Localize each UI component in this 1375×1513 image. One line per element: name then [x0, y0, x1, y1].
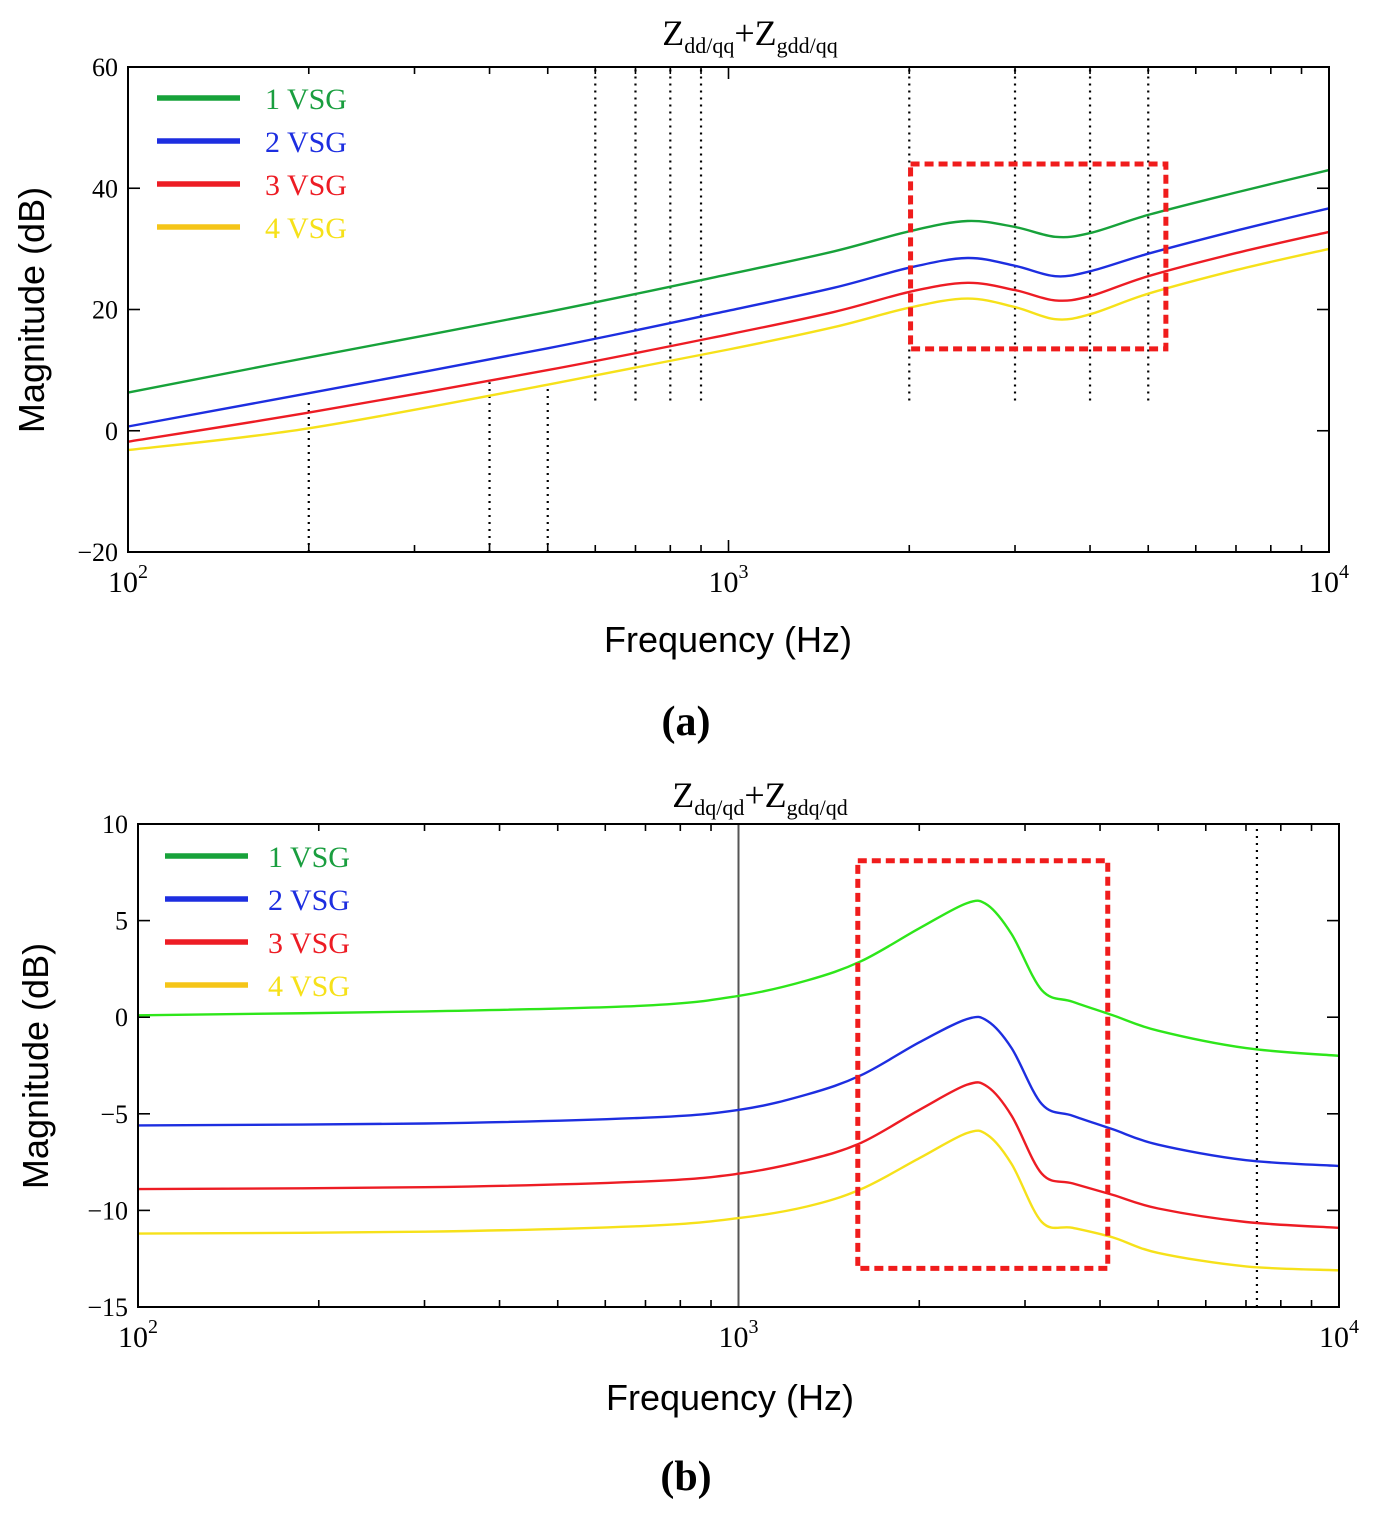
x-axis-label-b: Frequency (Hz): [606, 1377, 854, 1418]
title-b-sub2: gdq/qd: [787, 795, 848, 820]
x-tick-label: 103: [709, 561, 749, 599]
x-tick-label: 104: [1319, 1316, 1359, 1354]
x-axis-label-a: Frequency (Hz): [604, 619, 852, 660]
legend-label: 3 VSG: [268, 927, 350, 960]
legend-label: 2 VSG: [268, 884, 350, 917]
chart-panel-a: Zdd/qq+Zgdd/qq −20 0 20 40 60 102 103 104 1 VSG 2…: [11, 13, 1349, 745]
y-tick-label: 5: [115, 907, 128, 936]
x-tick-label: 103: [719, 1316, 759, 1354]
title-a-plus: +Z: [734, 13, 776, 53]
y-tick-label: 40: [92, 174, 118, 203]
chart-panel-b: Zdq/qd+Zgdq/qd −15 −10 −5 0 5 10 102 103 104 1 VS…: [15, 775, 1359, 1500]
y-tick-label: −15: [87, 1293, 128, 1322]
legend-label: 1 VSG: [265, 83, 347, 116]
title-b-sub1: dq/qd: [694, 795, 744, 820]
title-b-plus: +Z: [744, 775, 786, 815]
y-tick-label: 60: [92, 53, 118, 82]
title-a-sub1: dd/qq: [684, 33, 734, 58]
y-tick-label: 20: [92, 296, 118, 325]
highlight-box: [855, 858, 1111, 1271]
x-tick-label: 102: [118, 1316, 158, 1354]
y-tick-label: −5: [100, 1100, 128, 1129]
y-tick-label: −20: [77, 538, 118, 567]
chart-title-b: Zdq/qd+Zgdq/qd: [672, 775, 848, 820]
panel-caption-b: (b): [660, 1454, 711, 1500]
x-tick-label: 104: [1309, 561, 1349, 599]
title-a-main: Z: [662, 13, 684, 53]
x-tick-label: 102: [108, 561, 148, 599]
legend-label: 4 VSG: [265, 212, 347, 245]
title-b-main: Z: [672, 775, 694, 815]
plot-content-a: −20 0 20 40 60 102 103 104 1 VSG 2 VSG 3 VSG 4 VSG: [77, 53, 1349, 599]
legend-b: 1 VSG 2 VSG 3 VSG 4 VSG: [165, 841, 350, 1003]
legend-a: 1 VSG 2 VSG 3 VSG 4 VSG: [157, 83, 347, 245]
title-a-sub2: gdd/qq: [777, 33, 838, 58]
plot-content-b: −15 −10 −5 0 5 10 102 103 104 1 VSG 2 VSG 3 VSG 4 VS…: [87, 810, 1359, 1354]
plot-frame: [137, 823, 1340, 1308]
y-tick-label: 10: [102, 810, 128, 839]
series-line-2: [137, 1015, 1340, 1168]
highlight-box: [908, 161, 1169, 352]
legend-label: 2 VSG: [265, 126, 347, 159]
series-line-1: [137, 899, 1340, 1057]
y-axis-label-a: Magnitude (dB): [11, 187, 52, 433]
y-tick-label: 0: [115, 1003, 128, 1032]
legend-label: 4 VSG: [268, 970, 350, 1003]
y-axis-label-b: Magnitude (dB): [15, 943, 56, 1189]
y-tick-label: 0: [105, 417, 118, 446]
legend-label: 1 VSG: [268, 841, 350, 874]
legend-label: 3 VSG: [265, 169, 347, 202]
chart-title-a: Zdd/qq+Zgdd/qq: [662, 13, 838, 58]
plot-frame: [127, 66, 1330, 553]
series-line-4: [137, 1129, 1340, 1272]
series-line-3: [137, 1081, 1340, 1229]
y-tick-label: −10: [87, 1196, 128, 1225]
panel-caption-a: (a): [662, 699, 711, 745]
series-line-3: [127, 230, 1330, 443]
